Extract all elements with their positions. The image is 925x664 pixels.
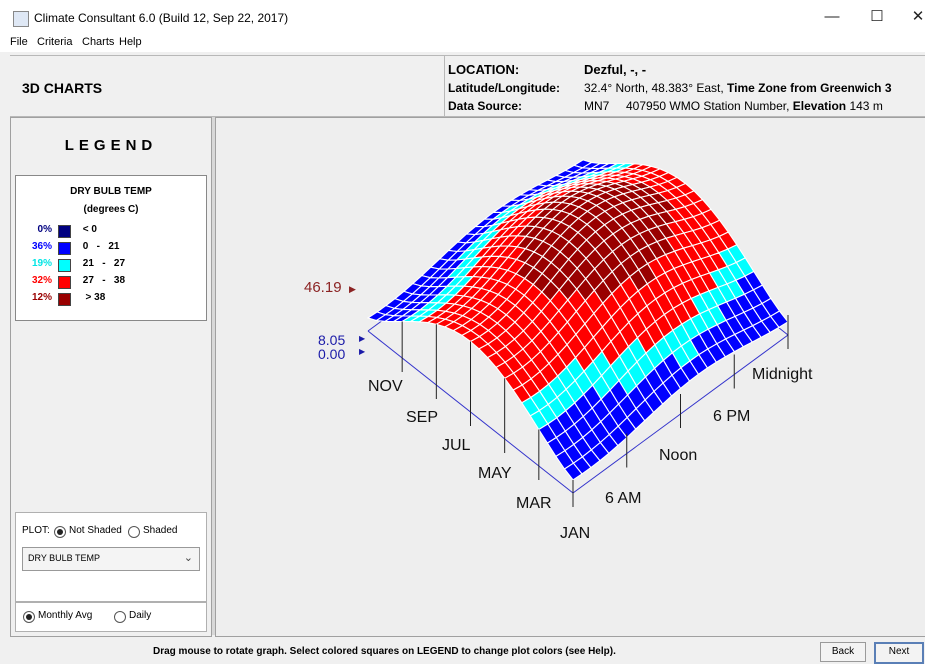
chart-panel[interactable]: 46.19 ▶ 8.05 ▶ 0.00 ▶ NOV SEP JUL MAY MAR JAN…: [215, 117, 925, 637]
shaded-label[interactable]: Shaded: [143, 525, 178, 536]
shaded-radio[interactable]: [128, 526, 140, 538]
legend-range: 21 - 27: [80, 258, 126, 269]
location-value: Dezful, -, -: [584, 62, 647, 77]
month-label: SEP: [406, 409, 438, 426]
menu-bar: File Criteria Charts Help: [0, 34, 925, 52]
max-arrow-icon: ▶: [349, 284, 356, 294]
legend-pct: 19%: [31, 258, 52, 269]
legend-box: DRY BULB TEMP (degrees C) 0% < 0 36% 0 -…: [15, 175, 207, 321]
not-shaded-label[interactable]: Not Shaded: [69, 525, 122, 536]
hour-label: 6 AM: [605, 490, 641, 507]
monthly-avg-radio[interactable]: [23, 611, 35, 623]
window-title: Climate Consultant 6.0 (Build 12, Sep 22…: [34, 11, 289, 25]
legend-row: 36% 0 - 21: [16, 241, 206, 255]
next-button[interactable]: Next: [874, 642, 924, 664]
legend-pct: 12%: [31, 292, 52, 303]
menu-criteria[interactable]: Criteria: [37, 36, 73, 48]
latlon-text: 32.4° North, 48.383° East, Time Zone fro…: [584, 81, 892, 95]
hour-label: Noon: [659, 447, 697, 464]
legend-units: (degrees C): [83, 204, 139, 215]
latlon-label: Latitude/Longitude:: [448, 81, 560, 95]
legend-color-swatch[interactable]: [58, 259, 71, 272]
legend-color-swatch[interactable]: [58, 242, 71, 255]
month-label: JAN: [560, 525, 590, 542]
legend-row: 12% > 38: [16, 292, 206, 306]
maximize-button[interactable]: ☐: [870, 8, 884, 25]
minimize-button[interactable]: —: [824, 8, 840, 25]
latlon-value: 32.4° North, 48.383° East,: [584, 81, 728, 95]
surface-cell: [563, 462, 583, 481]
legend-range: 27 - 38: [80, 275, 126, 286]
location-label: LOCATION:: [448, 62, 520, 77]
period-options-box: Monthly Avg Daily: [15, 602, 207, 632]
not-shaded-radio[interactable]: [54, 526, 66, 538]
legend-row: 32% 27 - 38: [16, 275, 206, 289]
legend-panel: LEGEND DRY BULB TEMP (degrees C) 0% < 0 …: [10, 117, 212, 637]
legend-range: > 38: [80, 292, 106, 303]
legend-pct: 32%: [31, 275, 52, 286]
month-label: MAR: [516, 495, 552, 512]
zero-arrow-icon: ▶: [359, 347, 366, 356]
footer-bar: Drag mouse to rotate graph. Select color…: [0, 637, 925, 664]
legend-pct: 0%: [37, 224, 52, 235]
legend-range: 0 - 21: [80, 241, 120, 252]
legend-variable: DRY BULB TEMP: [70, 186, 152, 197]
plot-options-box: PLOT: Not Shaded Shaded DRY BULB TEMP ⌄: [15, 512, 207, 602]
menu-charts[interactable]: Charts: [82, 36, 115, 48]
hint-text: Drag mouse to rotate graph. Select color…: [153, 646, 616, 657]
legend-row: 0% < 0: [16, 224, 206, 238]
variable-select-value: DRY BULB TEMP: [28, 553, 101, 563]
source-value: MN7 407950 WMO Station Number,: [584, 99, 793, 113]
elevation-value: 143 m: [846, 99, 883, 113]
header-panel: 3D CHARTS LOCATION: Dezful, -, - Latitud…: [10, 55, 925, 117]
panel-divider[interactable]: [211, 117, 215, 635]
daily-radio[interactable]: [114, 611, 126, 623]
monthly-avg-label[interactable]: Monthly Avg: [38, 610, 93, 621]
close-button[interactable]: ✕: [911, 8, 925, 25]
legend-title: LEGEND: [64, 137, 158, 154]
month-label: MAY: [478, 465, 512, 482]
min-value-marker: 8.05: [318, 332, 345, 348]
plot-label: PLOT:: [22, 525, 50, 536]
legend-range: < 0: [80, 224, 97, 235]
legend-color-swatch[interactable]: [58, 293, 71, 306]
variable-select[interactable]: DRY BULB TEMP ⌄: [22, 547, 200, 571]
legend-row: 19% 21 - 27: [16, 258, 206, 272]
page-title: 3D CHARTS: [22, 80, 103, 96]
header-divider: [444, 56, 445, 116]
source-text: MN7 407950 WMO Station Number, Elevation…: [584, 99, 883, 113]
daily-label[interactable]: Daily: [129, 610, 152, 621]
legend-color-swatch[interactable]: [58, 225, 71, 238]
hour-label: 6 PM: [713, 408, 750, 425]
min-arrow-icon: ▶: [359, 334, 366, 343]
legend-pct: 36%: [31, 241, 52, 252]
month-label: JUL: [442, 437, 471, 454]
hour-label: Midnight: [752, 366, 813, 383]
title-bar: Climate Consultant 6.0 (Build 12, Sep 22…: [0, 0, 925, 34]
chevron-down-icon: ⌄: [183, 552, 193, 564]
month-label: NOV: [368, 378, 403, 395]
zero-value-marker: 0.00: [318, 346, 345, 362]
legend-color-swatch[interactable]: [58, 276, 71, 289]
java-app-icon: [13, 11, 29, 27]
timezone-label: Time Zone from Greenwich 3: [727, 81, 892, 95]
max-value-marker: 46.19: [304, 279, 342, 296]
menu-file[interactable]: File: [10, 36, 28, 48]
back-button[interactable]: Back: [820, 642, 866, 662]
source-label: Data Source:: [448, 99, 523, 113]
menu-help[interactable]: Help: [119, 36, 142, 48]
elevation-label: Elevation: [792, 99, 847, 113]
